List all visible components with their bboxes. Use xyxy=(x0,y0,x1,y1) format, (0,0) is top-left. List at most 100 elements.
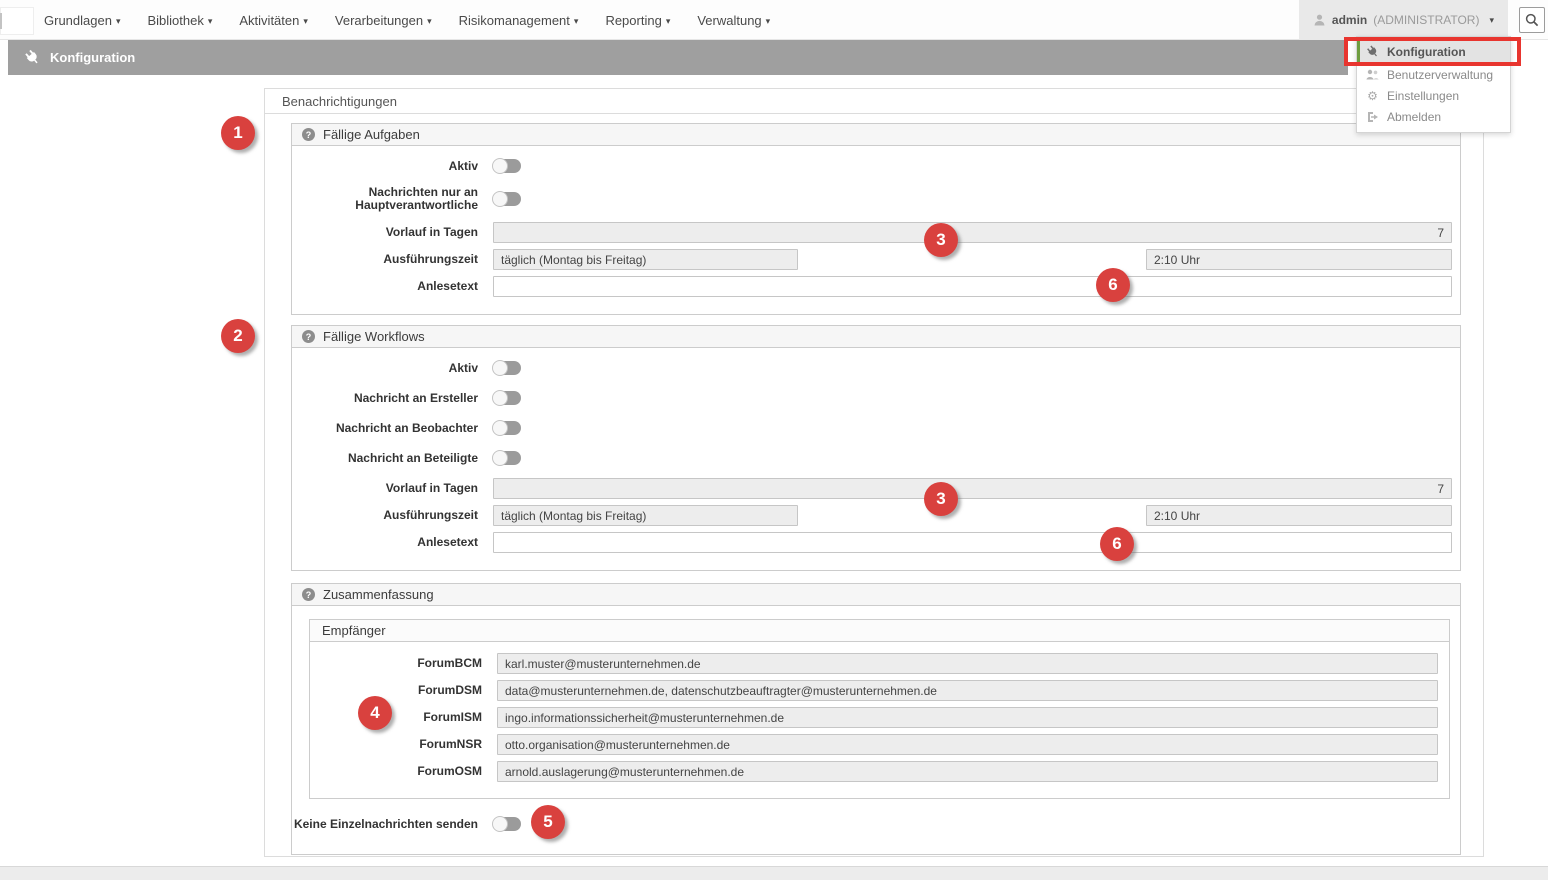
empfaenger-header: Empfänger xyxy=(310,620,1449,642)
field-label-nachrichten-nur-an: Nachrichten nur an Hauptverantwortliche xyxy=(355,185,478,212)
benachrichtigungen-panel: Benachrichtigungen ? Fällige Aufgaben Ak… xyxy=(264,88,1484,857)
toggle-knob xyxy=(492,450,508,466)
help-icon[interactable]: ? xyxy=(302,588,315,601)
section-header: ? Fällige Aufgaben xyxy=(292,124,1460,146)
toggle-nachricht-beteiligte[interactable] xyxy=(492,450,521,466)
chevron-down-icon: ▾ xyxy=(765,15,771,26)
forumism-input[interactable] xyxy=(497,707,1438,728)
field-label-forumism: ForumISM xyxy=(423,710,482,724)
user-dropdown-menu: Konfiguration Benutzerverwaltung ⚙ Einst… xyxy=(1356,36,1511,133)
top-nav-bar: Grundlagen ▾ Bibliothek ▾ Aktivitäten ▾ Ver… xyxy=(0,0,1548,40)
menu-item-label: Abmelden xyxy=(1387,109,1442,124)
nav-item-risikomanagement[interactable]: Risikomanagement ▾ xyxy=(458,12,579,28)
field-label-forumdsm: ForumDSM xyxy=(418,683,482,697)
chevron-down-icon: ▾ xyxy=(665,15,671,26)
forumdsm-input[interactable] xyxy=(497,680,1438,701)
vorlauf-in-tagen-input[interactable] xyxy=(493,478,1452,499)
toggle-knob xyxy=(492,360,508,376)
forumnsr-input[interactable] xyxy=(497,734,1438,755)
menu-item-konfiguration[interactable]: Konfiguration xyxy=(1357,40,1510,64)
section-header: ? Fällige Workflows xyxy=(292,326,1460,348)
footer-strip xyxy=(0,866,1548,880)
ausfuehrungszeit-time-input[interactable] xyxy=(1146,249,1452,270)
section-title: Fällige Aufgaben xyxy=(323,127,420,142)
user-icon xyxy=(1313,14,1326,26)
panel-title: Benachrichtigungen xyxy=(265,89,1483,114)
toggle-keine-einzelnachrichten[interactable] xyxy=(492,816,521,832)
chevron-down-icon: ▾ xyxy=(207,15,213,26)
menu-item-label: Einstellungen xyxy=(1387,88,1460,103)
chevron-down-icon: ▾ xyxy=(303,15,308,26)
menu-item-label: Konfiguration xyxy=(1387,45,1466,59)
ausfuehrungszeit-schedule-input[interactable] xyxy=(493,505,798,526)
toggle-knob xyxy=(492,816,508,832)
toggle-nur-hauptverantwortliche[interactable] xyxy=(492,191,521,207)
toggle-nachricht-ersteller[interactable] xyxy=(492,390,521,406)
search-button[interactable] xyxy=(1519,7,1545,33)
help-icon[interactable]: ? xyxy=(302,330,315,343)
nav-item-grundlagen[interactable]: Grundlagen ▾ xyxy=(44,12,121,28)
empfaenger-title: Empfänger xyxy=(322,623,386,638)
toggle-aktiv[interactable] xyxy=(492,360,521,376)
forumbcm-input[interactable] xyxy=(497,653,1438,674)
empfaenger-box: Empfänger ForumBCM ForumDSM ForumISM xyxy=(309,619,1450,799)
menu-item-label: Benutzerverwaltung xyxy=(1387,67,1494,82)
callout-1: 1 xyxy=(221,116,255,150)
menu-item-abmelden[interactable]: Abmelden xyxy=(1357,106,1510,127)
search-icon xyxy=(1525,13,1539,27)
nav-item-verwaltung[interactable]: Verwaltung ▾ xyxy=(697,12,771,28)
plug-icon xyxy=(22,47,43,68)
callout-2: 2 xyxy=(221,319,255,353)
toggle-knob xyxy=(492,158,508,174)
toggle-nachricht-beobachter[interactable] xyxy=(492,420,521,436)
section-title: Zusammenfassung xyxy=(323,587,434,602)
field-label-nachricht-ersteller: Nachricht an Ersteller xyxy=(353,390,478,405)
nav-item-reporting[interactable]: Reporting ▾ xyxy=(605,12,671,28)
nav-item-bibliothek[interactable]: Bibliothek ▾ xyxy=(147,12,213,28)
menu-item-benutzerverwaltung[interactable]: Benutzerverwaltung xyxy=(1357,64,1510,85)
help-icon[interactable]: ? xyxy=(302,128,315,141)
field-label-nachricht-beteiligte: Nachricht an Beteiligte xyxy=(347,450,478,465)
forumosm-input[interactable] xyxy=(497,761,1438,782)
field-label-ausfuehrungszeit: Ausführungszeit xyxy=(383,508,478,522)
field-label-aktiv: Aktiv xyxy=(448,360,478,375)
ausfuehrungszeit-time-input[interactable] xyxy=(1146,505,1452,526)
section-faellige-aufgaben: ? Fällige Aufgaben Aktiv Nachrichten nur… xyxy=(291,123,1461,315)
user-role: (ADMINISTRATOR) xyxy=(1373,13,1480,27)
logout-icon xyxy=(1366,111,1379,123)
field-label-aktiv: Aktiv xyxy=(448,158,478,173)
field-label-vorlauf: Vorlauf in Tagen xyxy=(385,481,478,495)
section-faellige-workflows: ? Fällige Workflows Aktiv Nachricht an E… xyxy=(291,325,1461,571)
chevron-down-icon: ▾ xyxy=(1489,14,1494,25)
field-label-forumosm: ForumOSM xyxy=(417,764,482,778)
chevron-down-icon: ▾ xyxy=(115,15,121,26)
chevron-down-icon: ▾ xyxy=(573,15,579,26)
field-label-forumnsr: ForumNSR xyxy=(419,737,482,751)
nav-item-aktivitaeten[interactable]: Aktivitäten ▾ xyxy=(239,12,308,28)
toggle-knob xyxy=(492,390,508,406)
anlesetext-input[interactable] xyxy=(493,276,1452,297)
gear-icon: ⚙ xyxy=(1367,88,1378,103)
logo-sliver xyxy=(0,13,2,29)
nav-item-verarbeitungen[interactable]: Verarbeitungen ▾ xyxy=(334,12,432,28)
chevron-down-icon: ▾ xyxy=(427,15,432,26)
field-label-nachricht-beobachter: Nachricht an Beobachter xyxy=(335,420,478,435)
field-label-vorlauf: Vorlauf in Tagen xyxy=(385,225,478,239)
menu-item-einstellungen[interactable]: ⚙ Einstellungen xyxy=(1357,85,1510,106)
vorlauf-in-tagen-input[interactable] xyxy=(493,222,1452,243)
ausfuehrungszeit-schedule-input[interactable] xyxy=(493,249,798,270)
section-header: ? Zusammenfassung xyxy=(292,584,1460,606)
field-label-ausfuehrungszeit: Ausführungszeit xyxy=(383,252,478,266)
field-label-keine-einzelnachrichten: Keine Einzelnachrichten senden xyxy=(293,816,478,831)
toggle-knob xyxy=(492,191,508,207)
anlesetext-input[interactable] xyxy=(493,532,1452,553)
user-menu-button[interactable]: admin (ADMINISTRATOR) ▾ xyxy=(1298,0,1508,40)
page-title: Konfiguration xyxy=(50,50,136,65)
section-zusammenfassung: ? Zusammenfassung Empfänger ForumBCM For… xyxy=(291,583,1461,855)
plug-icon xyxy=(1364,43,1382,61)
users-icon xyxy=(1366,69,1379,80)
field-label-anlesetext: Anlesetext xyxy=(417,279,478,293)
toggle-aktiv[interactable] xyxy=(492,158,521,174)
field-label-anlesetext: Anlesetext xyxy=(417,535,478,549)
